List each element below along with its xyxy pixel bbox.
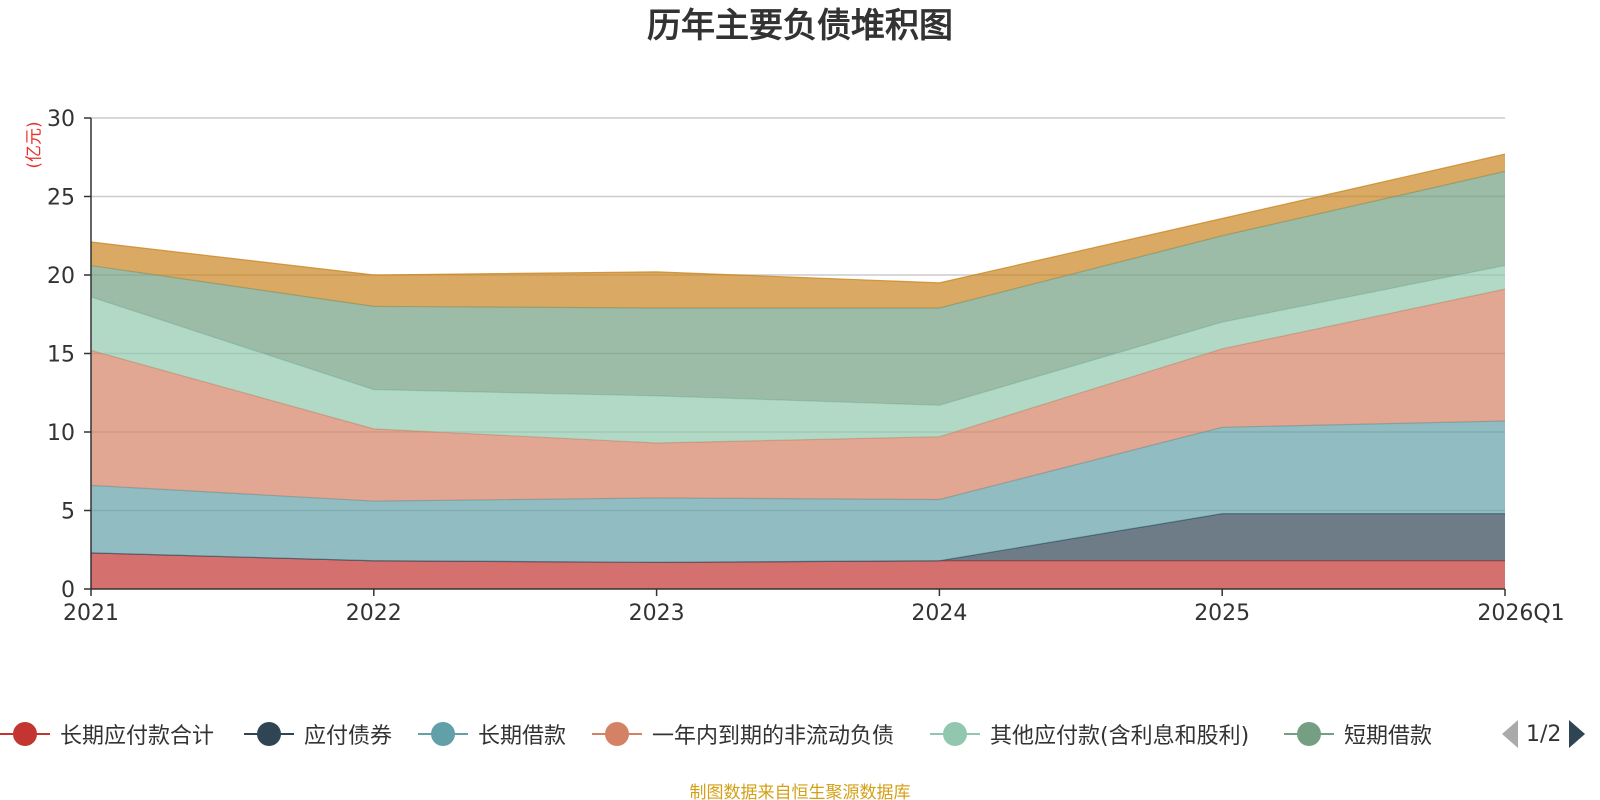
source-note: 制图数据来自恒生聚源数据库: [689, 783, 911, 800]
area-series-5: [91, 171, 1505, 406]
x-tick-label: 2025: [1194, 601, 1250, 626]
area-series-edge-3: [90, 288, 1506, 444]
legend-item[interactable]: 长期借款: [418, 714, 566, 754]
legend-marker-icon: [930, 721, 980, 747]
legend-label: 一年内到期的非流动负债: [652, 724, 895, 749]
legend: 长期应付款合计 应付债券 长期借款 一年内到期的非流动负债 其他应付款(含利息和股利) 短…: [0, 714, 1600, 754]
area-series-3: [91, 289, 1505, 502]
stacked-areas: [90, 153, 1506, 589]
legend-item[interactable]: 长期应付款合计: [0, 714, 214, 754]
area-series-2: [91, 421, 1505, 563]
legend-label: 长期应付款合计: [60, 724, 215, 749]
legend-label: 其他应付款(含利息和股利): [990, 724, 1250, 749]
legend-next-page-button[interactable]: [1569, 720, 1586, 748]
legend-label: 短期借款: [1344, 724, 1433, 749]
x-tick-label: 2023: [629, 601, 685, 626]
y-tick-label: 30: [47, 107, 75, 132]
y-tick-label: 25: [47, 186, 75, 211]
area-series-edge-6: [90, 153, 1506, 284]
y-axis-unit: (亿元): [24, 121, 45, 169]
chart-title: 历年主要负债堆积图: [647, 6, 953, 46]
y-tick-label: 20: [47, 264, 75, 289]
area-series-0: [91, 552, 1505, 589]
legend-page-indicator: 1/2: [1526, 721, 1562, 747]
y-tick-label: 0: [61, 578, 75, 603]
y-tick-label: 5: [61, 500, 75, 525]
legend-marker-icon: [0, 721, 50, 747]
area-series-4: [91, 265, 1505, 443]
area-series-6: [91, 154, 1505, 308]
legend-marker-icon: [592, 721, 642, 747]
y-tick-label: 10: [47, 421, 75, 446]
x-tick-label: 2021: [63, 601, 119, 626]
legend-marker-icon: [1284, 721, 1334, 747]
x-tick-label: 2024: [911, 601, 967, 626]
legend-prev-page-button[interactable]: [1502, 720, 1518, 748]
legend-item[interactable]: 一年内到期的非流动负债: [592, 714, 894, 754]
legend-label: 长期借款: [478, 724, 567, 749]
legend-item[interactable]: 短期借款: [1284, 714, 1432, 754]
legend-pager: 1/2: [1502, 714, 1586, 754]
legend-item[interactable]: 其他应付款(含利息和股利): [930, 714, 1249, 754]
legend-marker-icon: [244, 721, 294, 747]
y-tick-label: 15: [47, 343, 75, 368]
legend-marker-icon: [418, 721, 468, 747]
legend-item[interactable]: 应付债券: [244, 714, 392, 754]
x-tick-label: 2026Q1: [1477, 601, 1564, 626]
x-tick-label: 2022: [346, 601, 402, 626]
legend-label: 应付债券: [304, 724, 393, 749]
